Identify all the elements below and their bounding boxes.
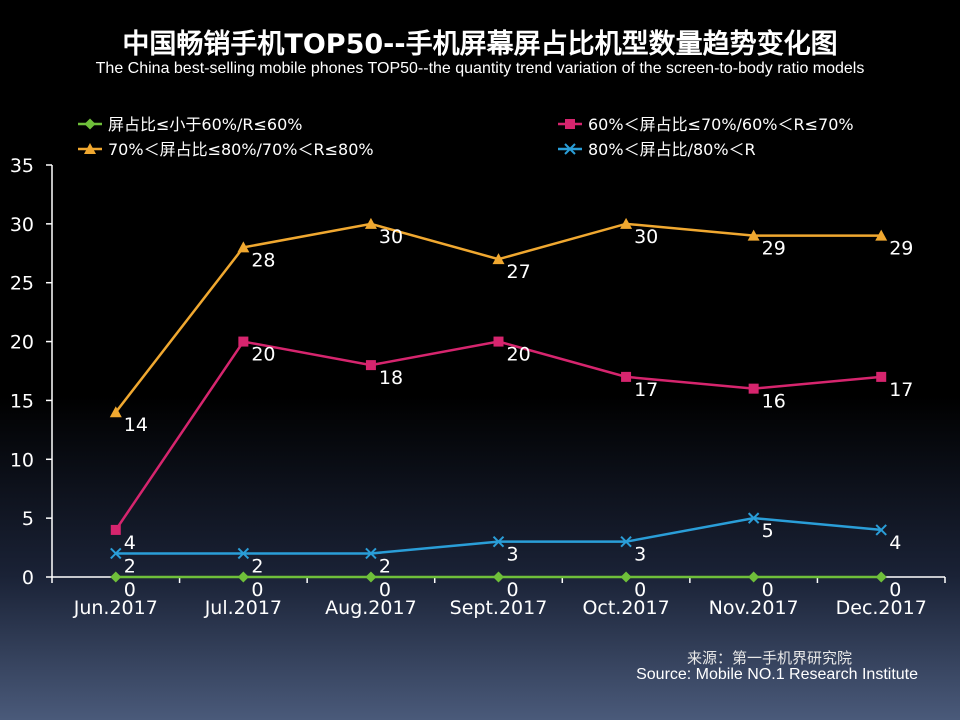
legend-marker-2 (84, 143, 96, 154)
data-point-2-1 (237, 241, 250, 253)
data-label-2-0: 14 (124, 414, 148, 436)
data-point-3-2 (365, 547, 377, 560)
x-tick-label: Dec.2017 (836, 597, 927, 619)
data-label-3-4: 3 (634, 544, 646, 566)
data-label-2-3: 27 (507, 261, 531, 283)
data-label-3-3: 3 (507, 544, 519, 566)
chart-title: 中国畅销手机TOP50--手机屏幕屏占比机型数量趋势变化图 (122, 29, 838, 60)
data-point-0-0 (110, 571, 122, 583)
legend-marker-3 (564, 143, 576, 155)
data-label-1-5: 16 (762, 391, 786, 413)
y-tick-label: 35 (10, 155, 34, 177)
series-line-1 (114, 340, 882, 531)
y-tick-label: 30 (10, 214, 34, 236)
y-tick-label: 5 (22, 508, 34, 530)
data-label-0-4: 0 (634, 579, 646, 601)
source-cn: 来源：第一手机界研究院 (686, 650, 852, 667)
data-point-1-5 (748, 383, 759, 394)
legend-marker-0 (84, 118, 96, 130)
x-tick-label: Sept.2017 (450, 597, 548, 619)
legend-label-3: 80%＜屏占比/80%＜R (588, 140, 756, 159)
data-point-0-4 (620, 571, 632, 583)
data-label-0-1: 0 (251, 579, 263, 601)
chart-subtitle: The China best-selling mobile phones TOP… (95, 60, 865, 77)
data-point-2-3 (492, 253, 505, 265)
x-tick-label: Aug.2017 (325, 597, 417, 619)
y-tick-label: 25 (10, 273, 34, 295)
y-tick-label: 20 (10, 332, 34, 354)
data-label-0-6: 0 (889, 579, 901, 601)
data-label-1-4: 17 (634, 379, 658, 401)
x-tick-label: Nov.2017 (709, 597, 799, 619)
data-point-1-6 (876, 371, 887, 382)
data-point-1-1 (238, 336, 249, 347)
data-label-1-6: 17 (889, 379, 913, 401)
data-point-2-5 (747, 229, 760, 241)
data-label-3-5: 5 (762, 520, 774, 542)
data-label-2-4: 30 (634, 226, 658, 248)
data-point-1-2 (365, 360, 376, 371)
data-label-2-5: 29 (762, 238, 786, 260)
data-point-3-0 (110, 547, 122, 560)
data-point-3-5 (747, 512, 760, 524)
legend-label-0: 屏占比≤小于60%/R≤60% (108, 115, 302, 134)
data-point-0-1 (237, 571, 249, 583)
data-label-3-1: 2 (251, 555, 263, 577)
data-label-3-6: 4 (889, 532, 901, 554)
data-label-1-1: 20 (251, 344, 275, 366)
data-label-1-0: 4 (124, 532, 136, 554)
data-point-1-3 (493, 336, 504, 347)
data-label-0-2: 0 (379, 579, 391, 601)
data-point-2-0 (109, 406, 122, 418)
data-point-3-1 (237, 547, 250, 560)
x-tick-label: Jun.2017 (73, 597, 158, 619)
data-point-3-6 (875, 524, 887, 536)
data-point-2-6 (875, 229, 888, 241)
y-tick-label: 0 (22, 567, 34, 589)
x-tick-label: Oct.2017 (582, 597, 669, 619)
data-label-1-3: 20 (507, 344, 531, 366)
data-point-1-0 (110, 524, 121, 535)
data-point-2-2 (364, 217, 377, 229)
data-label-2-1: 28 (251, 249, 275, 271)
y-tick-label: 10 (10, 449, 34, 471)
y-tick-label: 15 (10, 390, 34, 412)
data-label-0-3: 0 (507, 579, 519, 601)
data-point-2-4 (620, 217, 633, 229)
data-point-1-4 (621, 371, 632, 382)
data-point-0-2 (365, 571, 377, 583)
data-point-0-3 (493, 571, 504, 583)
data-point-3-3 (492, 535, 505, 548)
data-label-0-0: 0 (124, 579, 136, 601)
data-label-2-2: 30 (379, 226, 403, 248)
data-point-0-5 (748, 571, 760, 583)
data-label-3-0: 2 (124, 555, 136, 577)
x-tick-label: Jul.2017 (204, 597, 282, 619)
data-label-3-2: 2 (379, 555, 391, 577)
legend-label-1: 60%＜屏占比≤70%/60%＜R≤70% (588, 115, 854, 134)
legend-marker-1 (565, 119, 575, 129)
data-point-0-6 (875, 571, 887, 583)
source-en: Source: Mobile NO.1 Research Institute (636, 666, 918, 683)
legend-label-2: 70%＜屏占比≤80%/70%＜R≤80% (108, 140, 374, 159)
data-label-0-5: 0 (762, 579, 774, 601)
data-label-2-6: 29 (889, 238, 913, 260)
data-label-1-2: 18 (379, 367, 403, 389)
data-point-3-4 (620, 535, 632, 548)
